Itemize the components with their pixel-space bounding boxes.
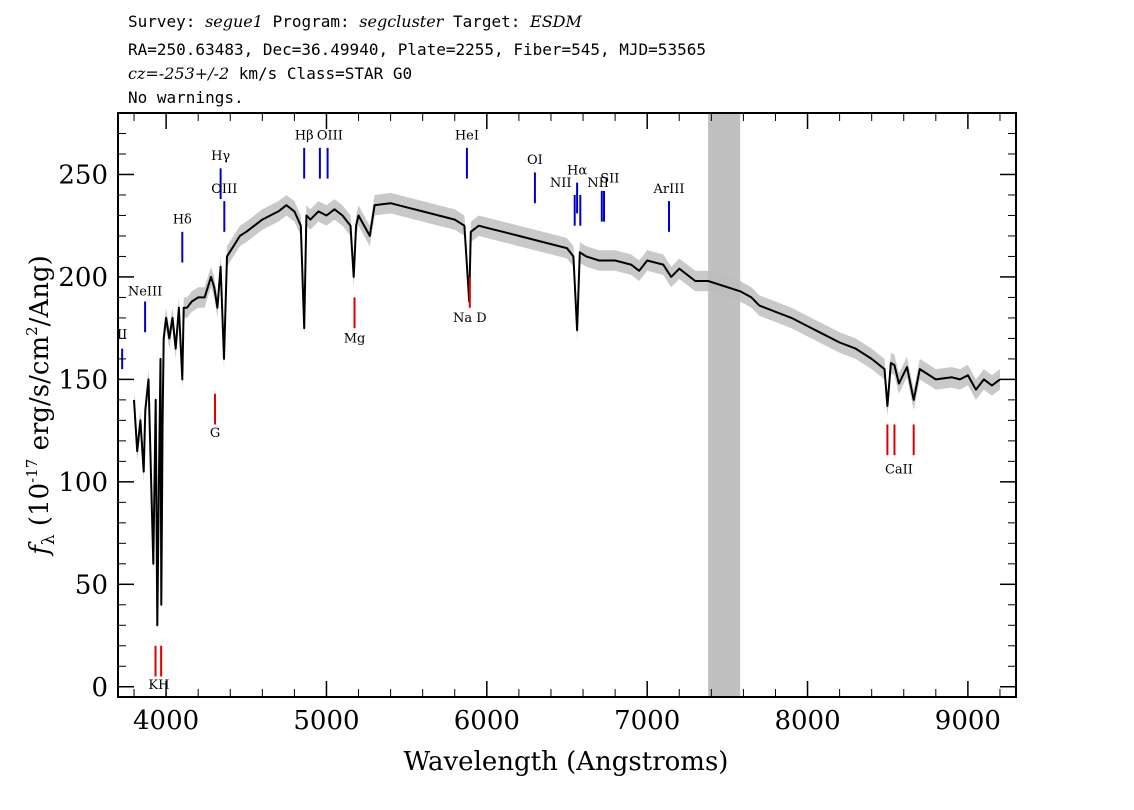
x-tick-label: 8000 [774,706,840,736]
x-tick-label: 4000 [133,706,199,736]
header-line-1: Survey: segue1 Program: segcluster Targe… [128,12,582,31]
target-value: ESDM [530,12,582,31]
y-axis-label: fλ (10-17 erg/s/cm2/Ang) [23,255,59,557]
x-tick-label: 5000 [293,706,359,736]
absorption-label-mg: Mg [344,332,366,347]
emission-label-nii_short: II [117,327,127,342]
emission-label-hbeta: Hβ [295,129,314,144]
emission-label-halpha: Hα [567,163,587,178]
y-tick-label: 50 [75,570,108,600]
x-tick-label: 6000 [454,706,520,736]
emission-label-oiii_b: OIII [317,129,343,144]
masked-region [708,113,741,697]
y-tick-label: 0 [91,673,108,703]
emission-label-hdelta: Hδ [173,213,192,228]
emission-label-nii_a: NII [550,176,572,191]
header-line-4: No warnings. [128,88,244,107]
absorption-label-g: G [210,426,220,441]
program-value: segcluster [359,12,444,31]
error-band [134,192,1000,636]
survey-value: segue1 [205,12,263,31]
emission-label-ariii: ArIII [652,182,684,197]
y-tick-label: 250 [58,160,108,190]
emission-label-oiii_a: OIII [211,182,237,197]
y-tick-label: 200 [58,263,108,293]
redshift-value: cz=-253+/-2 [128,64,230,83]
plot-frame [117,112,1017,698]
emission-label-hei: HeI [455,129,479,144]
header-line-2: RA=250.63483, Dec=36.49940, Plate=2255, … [128,40,706,59]
emission-label-sii: SII [600,172,619,187]
emission-label-oi: OI [527,153,543,168]
x-axis-label: Wavelength (Angstroms) [404,747,729,777]
y-tick-label: 150 [58,365,108,395]
absorption-label-caii: CaII [885,463,913,478]
absorption-label-kh: KH [148,678,169,693]
absorption-label-nad: Na D [453,311,487,326]
y-tick-label: 100 [58,468,108,498]
emission-label-neiii: NeIII [128,284,162,299]
emission-label-nii_b: NII [587,176,609,191]
x-tick-label: 9000 [935,706,1001,736]
header-line-3: cz=-253+/-2 km/s Class=STAR G0 [128,64,413,83]
spectrum-line [133,202,1001,627]
emission-label-hgamma: Hγ [211,149,230,164]
x-tick-label: 7000 [614,706,680,736]
